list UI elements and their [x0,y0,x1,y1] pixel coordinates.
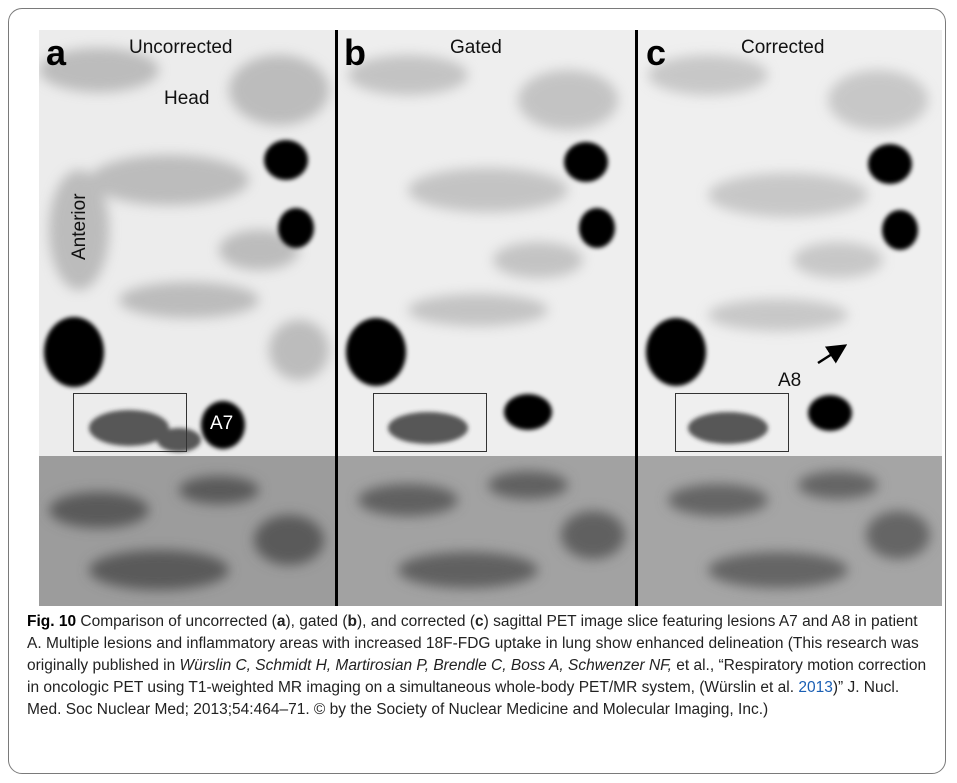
panel-c: c Corrected A8 [638,30,942,606]
caption-text: )” J. Nucl. Med. Soc Nuclear Med; 2013;5… [27,679,900,718]
caption-text: ), gated ( [285,613,348,630]
lesion-a8-label: A8 [778,370,802,391]
panel-letter-a: a [46,32,67,73]
panel-letter-c: c [646,32,667,73]
panel-title-a: Uncorrected [129,37,233,58]
figure-number: Fig. 10 [27,613,77,630]
caption-text: et al., “Respiratory motion correction i… [27,657,927,696]
lesion-a7-label: A7 [210,413,234,434]
citation-year-link[interactable]: 2013 [798,679,833,696]
panel-title-b: Gated [450,37,502,58]
anterior-label: Anterior [69,193,90,260]
panel-a: a Uncorrected Head Anterior A7 [39,30,335,606]
roi-box-a [73,393,187,452]
panel-c-image [638,30,942,606]
panel-a-image [39,30,335,606]
caption-text: ) sagittal PET image slice featuring les… [27,613,919,674]
pet-figure: a Uncorrected Head Anterior A7 [39,30,942,606]
caption-panel-ref-c: c [475,613,484,630]
roi-box-c [675,393,789,452]
panel-b-image [338,30,635,606]
caption-panel-ref-b: b [347,613,357,630]
panel-divider-1 [335,30,338,606]
caption-authors: Würslin C, Schmidt H, Martirosian P, Bre… [179,657,672,674]
caption-panel-ref-a: a [276,613,286,630]
caption-text: Comparison of uncorrected ( [76,613,277,630]
figure-caption: Fig. 10 Comparison of uncorrected (a), g… [27,611,932,721]
panel-divider-2 [635,30,638,606]
panel-b: b Gated [338,30,635,606]
panel-title-c: Corrected [741,37,825,58]
lesion-a8-arrow [817,344,848,365]
head-label: Head [164,88,210,109]
caption-text: ), and corrected ( [356,613,475,630]
panel-letter-b: b [344,32,366,73]
roi-box-b [373,393,487,452]
